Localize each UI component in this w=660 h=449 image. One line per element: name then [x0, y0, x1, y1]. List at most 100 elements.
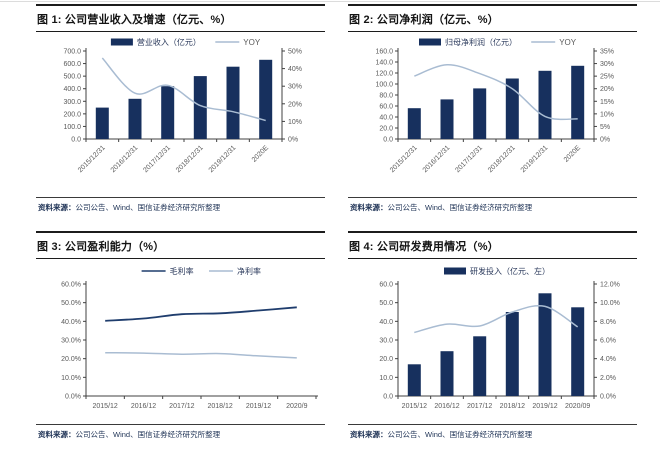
figure-4-top-divider — [348, 231, 637, 233]
figure-1-source-divider — [36, 197, 325, 198]
figure-2-title: 图 2: 公司净利润（亿元、%） — [349, 14, 499, 26]
svg-text:2017/12/31: 2017/12/31 — [454, 144, 484, 174]
svg-text:2016/12/31: 2016/12/31 — [110, 144, 140, 174]
svg-text:2019/12/31: 2019/12/31 — [208, 144, 238, 174]
svg-text:4.0%: 4.0% — [600, 356, 616, 363]
source-text: 公司公告、Wind、国信证券经济研究所整理 — [387, 203, 533, 212]
svg-text:60.0: 60.0 — [379, 104, 393, 111]
svg-text:YOY: YOY — [243, 38, 261, 47]
svg-text:30%: 30% — [288, 84, 302, 91]
svg-text:2015/12/31: 2015/12/31 — [77, 144, 107, 174]
svg-text:归母净利润（亿元）: 归母净利润（亿元） — [445, 37, 517, 47]
source-label: 资料来源： — [38, 203, 76, 212]
figure-4-chart: 60.0 50.0 40.0 30.0 20.0 10.0 0.0 12.0% 10.0% 8.0… — [379, 266, 620, 410]
source-label: 资料来源： — [38, 430, 76, 439]
svg-text:200.0: 200.0 — [63, 111, 81, 118]
svg-text:20%: 20% — [288, 101, 302, 108]
svg-text:20.0: 20.0 — [379, 126, 393, 133]
source-label: 资料来源： — [350, 203, 388, 212]
svg-text:0.0%: 0.0% — [600, 394, 616, 401]
svg-text:140.0: 140.0 — [375, 60, 393, 67]
svg-text:50.0%: 50.0% — [61, 300, 81, 307]
svg-text:0.0: 0.0 — [383, 137, 393, 144]
svg-text:30.0%: 30.0% — [61, 338, 81, 345]
svg-text:80.0: 80.0 — [379, 93, 393, 100]
svg-text:0.0: 0.0 — [71, 137, 81, 144]
figure-1-source: 资料来源：公司公告、Wind、国信证券经济研究所整理 — [36, 198, 325, 216]
svg-text:30.0: 30.0 — [379, 338, 393, 345]
svg-text:120.0: 120.0 — [375, 71, 393, 78]
svg-text:40%: 40% — [288, 66, 302, 73]
svg-text:400.0: 400.0 — [63, 86, 81, 93]
figure-4-title: 图 4: 公司研发费用情况（%） — [349, 241, 499, 253]
svg-text:40.0: 40.0 — [379, 115, 393, 122]
figure-1-top-divider — [36, 4, 325, 6]
svg-text:0%: 0% — [288, 137, 298, 144]
figure-3-chart: 60.0% 50.0% 40.0% 30.0% 20.0% 10.0% 0.0% 毛利率 净利率… — [61, 266, 318, 410]
svg-text:2017/12/31: 2017/12/31 — [142, 144, 172, 174]
figure-2-source: 资料来源：公司公告、Wind、国信证券经济研究所整理 — [348, 198, 637, 216]
svg-text:2018/12/31: 2018/12/31 — [487, 144, 517, 174]
svg-text:2020/9: 2020/9 — [286, 403, 308, 410]
svg-text:10%: 10% — [600, 111, 614, 118]
svg-text:净利率: 净利率 — [237, 266, 261, 276]
svg-text:50.0: 50.0 — [379, 300, 393, 307]
svg-text:100.0: 100.0 — [375, 82, 393, 89]
figure-4-panel: 图 4: 公司研发费用情况（%） 60.0 50.0 40.0 30.0 20.0 10.… — [348, 231, 637, 443]
svg-text:10.0%: 10.0% — [600, 300, 620, 307]
svg-text:2018/12: 2018/12 — [500, 403, 525, 410]
svg-text:2020E: 2020E — [563, 144, 582, 163]
svg-text:5%: 5% — [600, 124, 610, 131]
source-label: 资料来源： — [350, 430, 388, 439]
svg-text:40.0: 40.0 — [379, 319, 393, 326]
svg-text:2019/12: 2019/12 — [532, 403, 557, 410]
svg-text:600.0: 600.0 — [63, 61, 81, 68]
figure-4-title-divider — [348, 258, 637, 259]
figure-3-title: 图 3: 公司盈利能力（%） — [37, 241, 165, 253]
svg-text:2015/12: 2015/12 — [93, 403, 118, 410]
svg-text:40.0%: 40.0% — [61, 319, 81, 326]
svg-text:12.0%: 12.0% — [600, 282, 620, 289]
figure-2-panel: 图 2: 公司净利润（亿元、%） 160.0 140.0 120.0 100.0 80.… — [348, 4, 637, 216]
svg-text:60.0%: 60.0% — [61, 282, 81, 289]
figure-1-panel: 图 1: 公司营业收入及增速（亿元、%） 700.0 600.0 500.0 400.… — [36, 4, 325, 216]
svg-text:2015/12: 2015/12 — [402, 403, 427, 410]
svg-text:2015/12/31: 2015/12/31 — [389, 144, 419, 174]
figure-3-source: 资料来源：公司公告、Wind、国信证券经济研究所整理 — [36, 425, 325, 443]
svg-text:2.0%: 2.0% — [600, 375, 616, 382]
source-text: 公司公告、Wind、国信证券经济研究所整理 — [387, 430, 533, 439]
figure-1-chart: 700.0 600.0 500.0 400.0 300.0 200.0 100.0 0.0 50… — [63, 37, 302, 174]
svg-text:0.0%: 0.0% — [65, 394, 81, 401]
svg-text:2016/12/31: 2016/12/31 — [422, 144, 452, 174]
svg-text:2020E: 2020E — [251, 144, 270, 163]
svg-text:YOY: YOY — [559, 38, 577, 47]
page-top-divider — [0, 1, 660, 2]
figure-3-title-divider — [36, 258, 325, 259]
svg-text:2018/12: 2018/12 — [208, 403, 233, 410]
svg-text:300.0: 300.0 — [63, 99, 81, 106]
svg-text:2018/12/31: 2018/12/31 — [175, 144, 205, 174]
svg-text:25%: 25% — [600, 74, 614, 81]
svg-text:2016/12: 2016/12 — [434, 403, 459, 410]
svg-text:35%: 35% — [600, 49, 614, 56]
figure-2-chart: 160.0 140.0 120.0 100.0 80.0 60.0 40.0 20.0 0.0 3… — [375, 37, 614, 174]
svg-text:2017/12: 2017/12 — [467, 403, 492, 410]
source-text: 公司公告、Wind、国信证券经济研究所整理 — [75, 203, 221, 212]
svg-text:2020/09: 2020/09 — [565, 403, 590, 410]
svg-text:2019/12/31: 2019/12/31 — [520, 144, 550, 174]
svg-text:10%: 10% — [288, 119, 302, 126]
svg-text:0.0: 0.0 — [383, 394, 393, 401]
svg-text:100.0: 100.0 — [63, 124, 81, 131]
svg-text:160.0: 160.0 — [375, 49, 393, 56]
figure-2-title-divider — [348, 31, 637, 32]
svg-text:20.0: 20.0 — [379, 356, 393, 363]
svg-text:毛利率: 毛利率 — [170, 266, 194, 276]
svg-text:0%: 0% — [600, 137, 610, 144]
figure-1-title-divider — [36, 31, 325, 32]
svg-text:6.0%: 6.0% — [600, 338, 616, 345]
svg-text:研发投入（亿元、左）: 研发投入（亿元、左） — [470, 266, 550, 276]
svg-text:2019/12: 2019/12 — [246, 403, 271, 410]
svg-text:50%: 50% — [288, 49, 302, 56]
svg-text:营业收入（亿元）: 营业收入（亿元） — [137, 37, 201, 47]
figure-3-source-divider — [36, 424, 325, 425]
